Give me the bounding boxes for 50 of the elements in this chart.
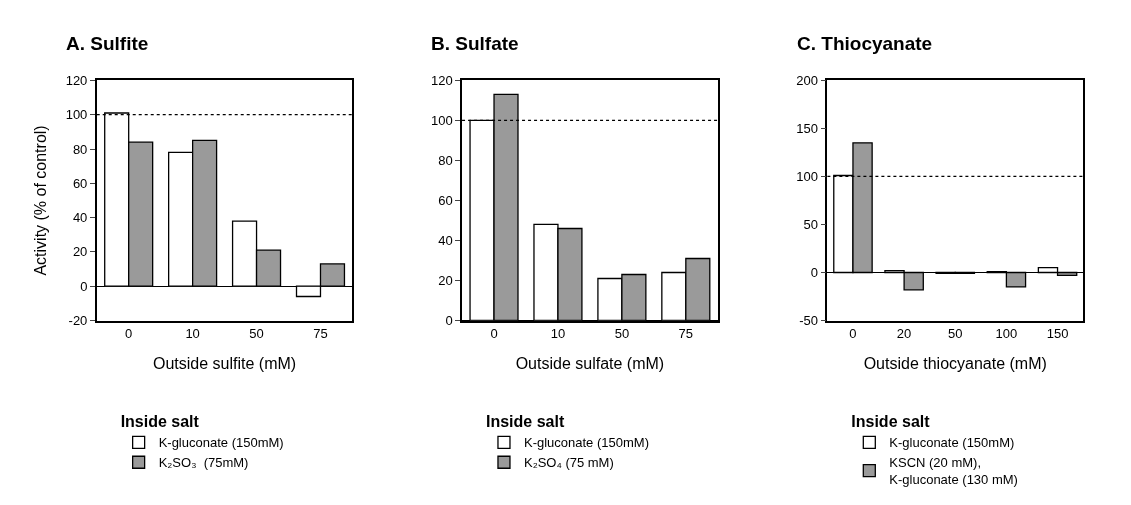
legend-label: K-gluconate (150mM) bbox=[158, 435, 284, 451]
y-tick-label: 40 bbox=[438, 233, 453, 249]
chart-title: B. Sulfate bbox=[431, 33, 519, 54]
y-tick-label: 120 bbox=[431, 72, 453, 88]
x-axis-title: Outside thiocyanate (mM) bbox=[863, 355, 1047, 373]
y-tick-label: 20 bbox=[438, 273, 453, 289]
legend-label: K-gluconate (150mM) bbox=[523, 435, 649, 451]
y-tick-label: 60 bbox=[438, 193, 453, 209]
legend-title: Inside salt bbox=[485, 413, 565, 431]
y-tick-label: 120 bbox=[65, 72, 88, 88]
x-tick-label: 0 bbox=[849, 325, 857, 341]
y-tick-label: 80 bbox=[72, 141, 88, 157]
x-tick-label: 150 bbox=[1046, 325, 1069, 341]
y-tick-label: 50 bbox=[803, 217, 819, 233]
y-tick-label: 150 bbox=[796, 120, 819, 136]
y-tick-label: 100 bbox=[796, 169, 819, 185]
x-tick-label: 50 bbox=[948, 325, 963, 341]
x-tick-label: 75 bbox=[678, 325, 694, 341]
y-tick-label: 20 bbox=[72, 244, 88, 260]
x-axis-title: Outside sulfate (mM) bbox=[515, 355, 665, 373]
y-tick-label: 200 bbox=[796, 72, 819, 88]
x-tick-label: 0 bbox=[490, 325, 498, 341]
y-tick-label: 40 bbox=[72, 210, 88, 226]
chart-title: A. Sulfite bbox=[66, 33, 149, 54]
y-axis-title: Activity (% of control) bbox=[32, 125, 50, 276]
x-tick-label: 0 bbox=[125, 325, 133, 341]
x-tick-label: 50 bbox=[614, 325, 630, 341]
x-tick-label: 50 bbox=[249, 325, 264, 341]
legend-label: K-gluconate (150mM) bbox=[889, 435, 1015, 451]
y-tick-label: 100 bbox=[431, 112, 453, 128]
legend-title: Inside salt bbox=[120, 413, 200, 431]
legend-label: KSCN (20 mM), K-gluconate (130 mM) bbox=[889, 455, 1018, 488]
y-tick-label: 0 bbox=[445, 313, 453, 329]
x-tick-label: 20 bbox=[896, 325, 912, 341]
y-tick-label: 0 bbox=[80, 278, 88, 294]
x-tick-label: 10 bbox=[185, 325, 200, 341]
legend-title: Inside salt bbox=[851, 413, 931, 431]
y-tick-label: 80 bbox=[438, 153, 453, 168]
legend-label: K₂SO₃ (75mM) bbox=[158, 455, 249, 471]
x-axis-title: Outside sulfite (mM) bbox=[153, 355, 297, 373]
y-tick-label: 0 bbox=[810, 265, 819, 281]
y-tick-label: 100 bbox=[65, 107, 88, 123]
x-tick-label: 75 bbox=[313, 325, 328, 341]
x-tick-label: 100 bbox=[995, 325, 1018, 341]
x-tick-label: 10 bbox=[550, 325, 566, 341]
chart-title: C. Thiocyanate bbox=[797, 33, 933, 54]
y-tick-label: -20 bbox=[68, 313, 88, 329]
y-tick-label: 60 bbox=[72, 175, 88, 191]
legend-label: K₂SO₄ (75 mM) bbox=[523, 455, 614, 471]
y-tick-label: -50 bbox=[799, 313, 819, 329]
